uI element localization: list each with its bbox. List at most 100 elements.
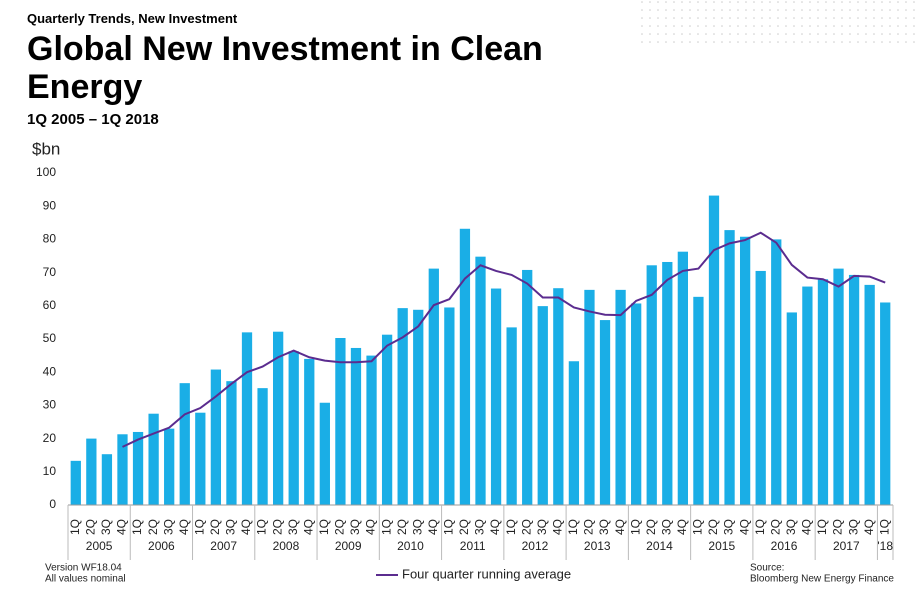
- bar: [802, 286, 813, 505]
- x-tick-label: 2Q: [333, 519, 347, 535]
- bar: [506, 327, 517, 505]
- x-tick-label: 3Q: [99, 519, 113, 535]
- bar: [693, 296, 704, 505]
- x-tick-label: 1Q: [628, 519, 642, 535]
- x-tick-label: 1Q: [753, 519, 767, 535]
- note: Version WF18.04: [45, 563, 122, 574]
- bar: [739, 236, 751, 505]
- x-tick-label: 3Q: [846, 519, 860, 535]
- running-average-line: [122, 231, 886, 448]
- bar: [459, 228, 471, 505]
- x-tick-label: 1Q: [379, 519, 393, 535]
- bar: [584, 289, 595, 505]
- x-tick-label: 2Q: [706, 519, 720, 535]
- y-tick-label: 20: [43, 431, 57, 445]
- x-tick-label: 1Q: [130, 519, 144, 535]
- year-label: 2006: [148, 539, 175, 553]
- x-tick-label: 4Q: [239, 519, 253, 535]
- x-tick-label: 4Q: [737, 519, 751, 535]
- bar: [210, 369, 222, 505]
- bar: [304, 358, 315, 505]
- bar: [724, 230, 735, 505]
- bar: [444, 307, 455, 505]
- x-tick-label: 4Q: [613, 519, 627, 535]
- bar: [864, 284, 875, 505]
- bar: [662, 261, 673, 505]
- bar: [148, 413, 159, 505]
- x-tick-label: 3Q: [473, 519, 487, 535]
- bar: [817, 279, 829, 505]
- source: Bloomberg New Energy Finance: [750, 574, 894, 585]
- x-tick-label: 4Q: [675, 519, 689, 535]
- bar: [164, 428, 175, 505]
- bar: [319, 402, 330, 505]
- x-tick-label: 3Q: [659, 519, 673, 535]
- x-tick-label: 1Q: [255, 519, 269, 535]
- year-label: 2010: [397, 539, 424, 553]
- x-tick-label: 4Q: [488, 519, 502, 535]
- y-tick-label: 30: [43, 398, 57, 412]
- year-label: 2011: [460, 539, 486, 553]
- y-tick-label: 40: [43, 364, 57, 378]
- chart-title: Global New Investment in Clean Energy: [27, 30, 543, 106]
- decoration: [640, 0, 920, 48]
- bar: [880, 302, 891, 505]
- bar: [615, 289, 626, 505]
- year-label: 2014: [646, 539, 673, 553]
- x-tick-label: 1Q: [815, 519, 829, 535]
- bar: [537, 306, 548, 505]
- y-tick-label: 80: [43, 232, 57, 246]
- bar: [786, 312, 797, 505]
- year-label: 2008: [273, 539, 300, 553]
- subtitle: 1Q 2005 – 1Q 2018: [27, 111, 159, 128]
- bar: [833, 268, 844, 505]
- x-tick-label: 4Q: [364, 519, 378, 535]
- x-tick-label: 2Q: [519, 519, 533, 535]
- x-tick-label: 2Q: [395, 519, 409, 535]
- year-label: 2005: [86, 539, 113, 553]
- bar: [381, 334, 393, 505]
- year-label: 2007: [210, 539, 237, 553]
- year-label: 2012: [522, 539, 549, 553]
- year-label: 2009: [335, 539, 362, 553]
- y-tick-label: 50: [43, 331, 57, 345]
- bar: [132, 431, 144, 505]
- x-tick-label: 2Q: [84, 519, 98, 535]
- bar: [117, 434, 128, 505]
- bar: [553, 288, 564, 505]
- x-tick-label: 1Q: [504, 519, 518, 535]
- y-axis-label: $bn: [32, 139, 60, 158]
- x-tick-label: 3Q: [535, 519, 549, 535]
- year-label: 2017: [833, 539, 860, 553]
- x-tick-label: 4Q: [177, 519, 191, 535]
- y-tick-label: 70: [43, 265, 57, 279]
- x-tick-label: 1Q: [691, 519, 705, 535]
- y-tick-label: 60: [43, 298, 57, 312]
- x-tick-label: 3Q: [161, 519, 175, 535]
- bar: [490, 288, 502, 505]
- year-label: 2013: [584, 539, 611, 553]
- bar: [350, 347, 362, 505]
- bar: [226, 381, 237, 505]
- x-tick-label: 2Q: [146, 519, 160, 535]
- bar: [195, 412, 206, 505]
- x-tick-label: 3Q: [784, 519, 798, 535]
- y-tick-label: 0: [49, 497, 56, 511]
- note: All values nominal: [45, 574, 126, 585]
- bar: [273, 331, 284, 505]
- bar: [86, 438, 97, 505]
- legend-label: Four quarter running average: [402, 566, 571, 581]
- bar: [568, 361, 580, 505]
- bar: [397, 308, 408, 505]
- x-tick-label: 2Q: [457, 519, 471, 535]
- x-tick-label: 4Q: [426, 519, 440, 535]
- year-label: 2016: [771, 539, 798, 553]
- x-tick-label: 3Q: [224, 519, 238, 535]
- bar: [475, 256, 486, 505]
- bar: [771, 239, 782, 505]
- kicker: Quarterly Trends, New Investment: [27, 11, 238, 26]
- bar: [848, 274, 860, 505]
- x-tick-label: 1Q: [317, 519, 331, 535]
